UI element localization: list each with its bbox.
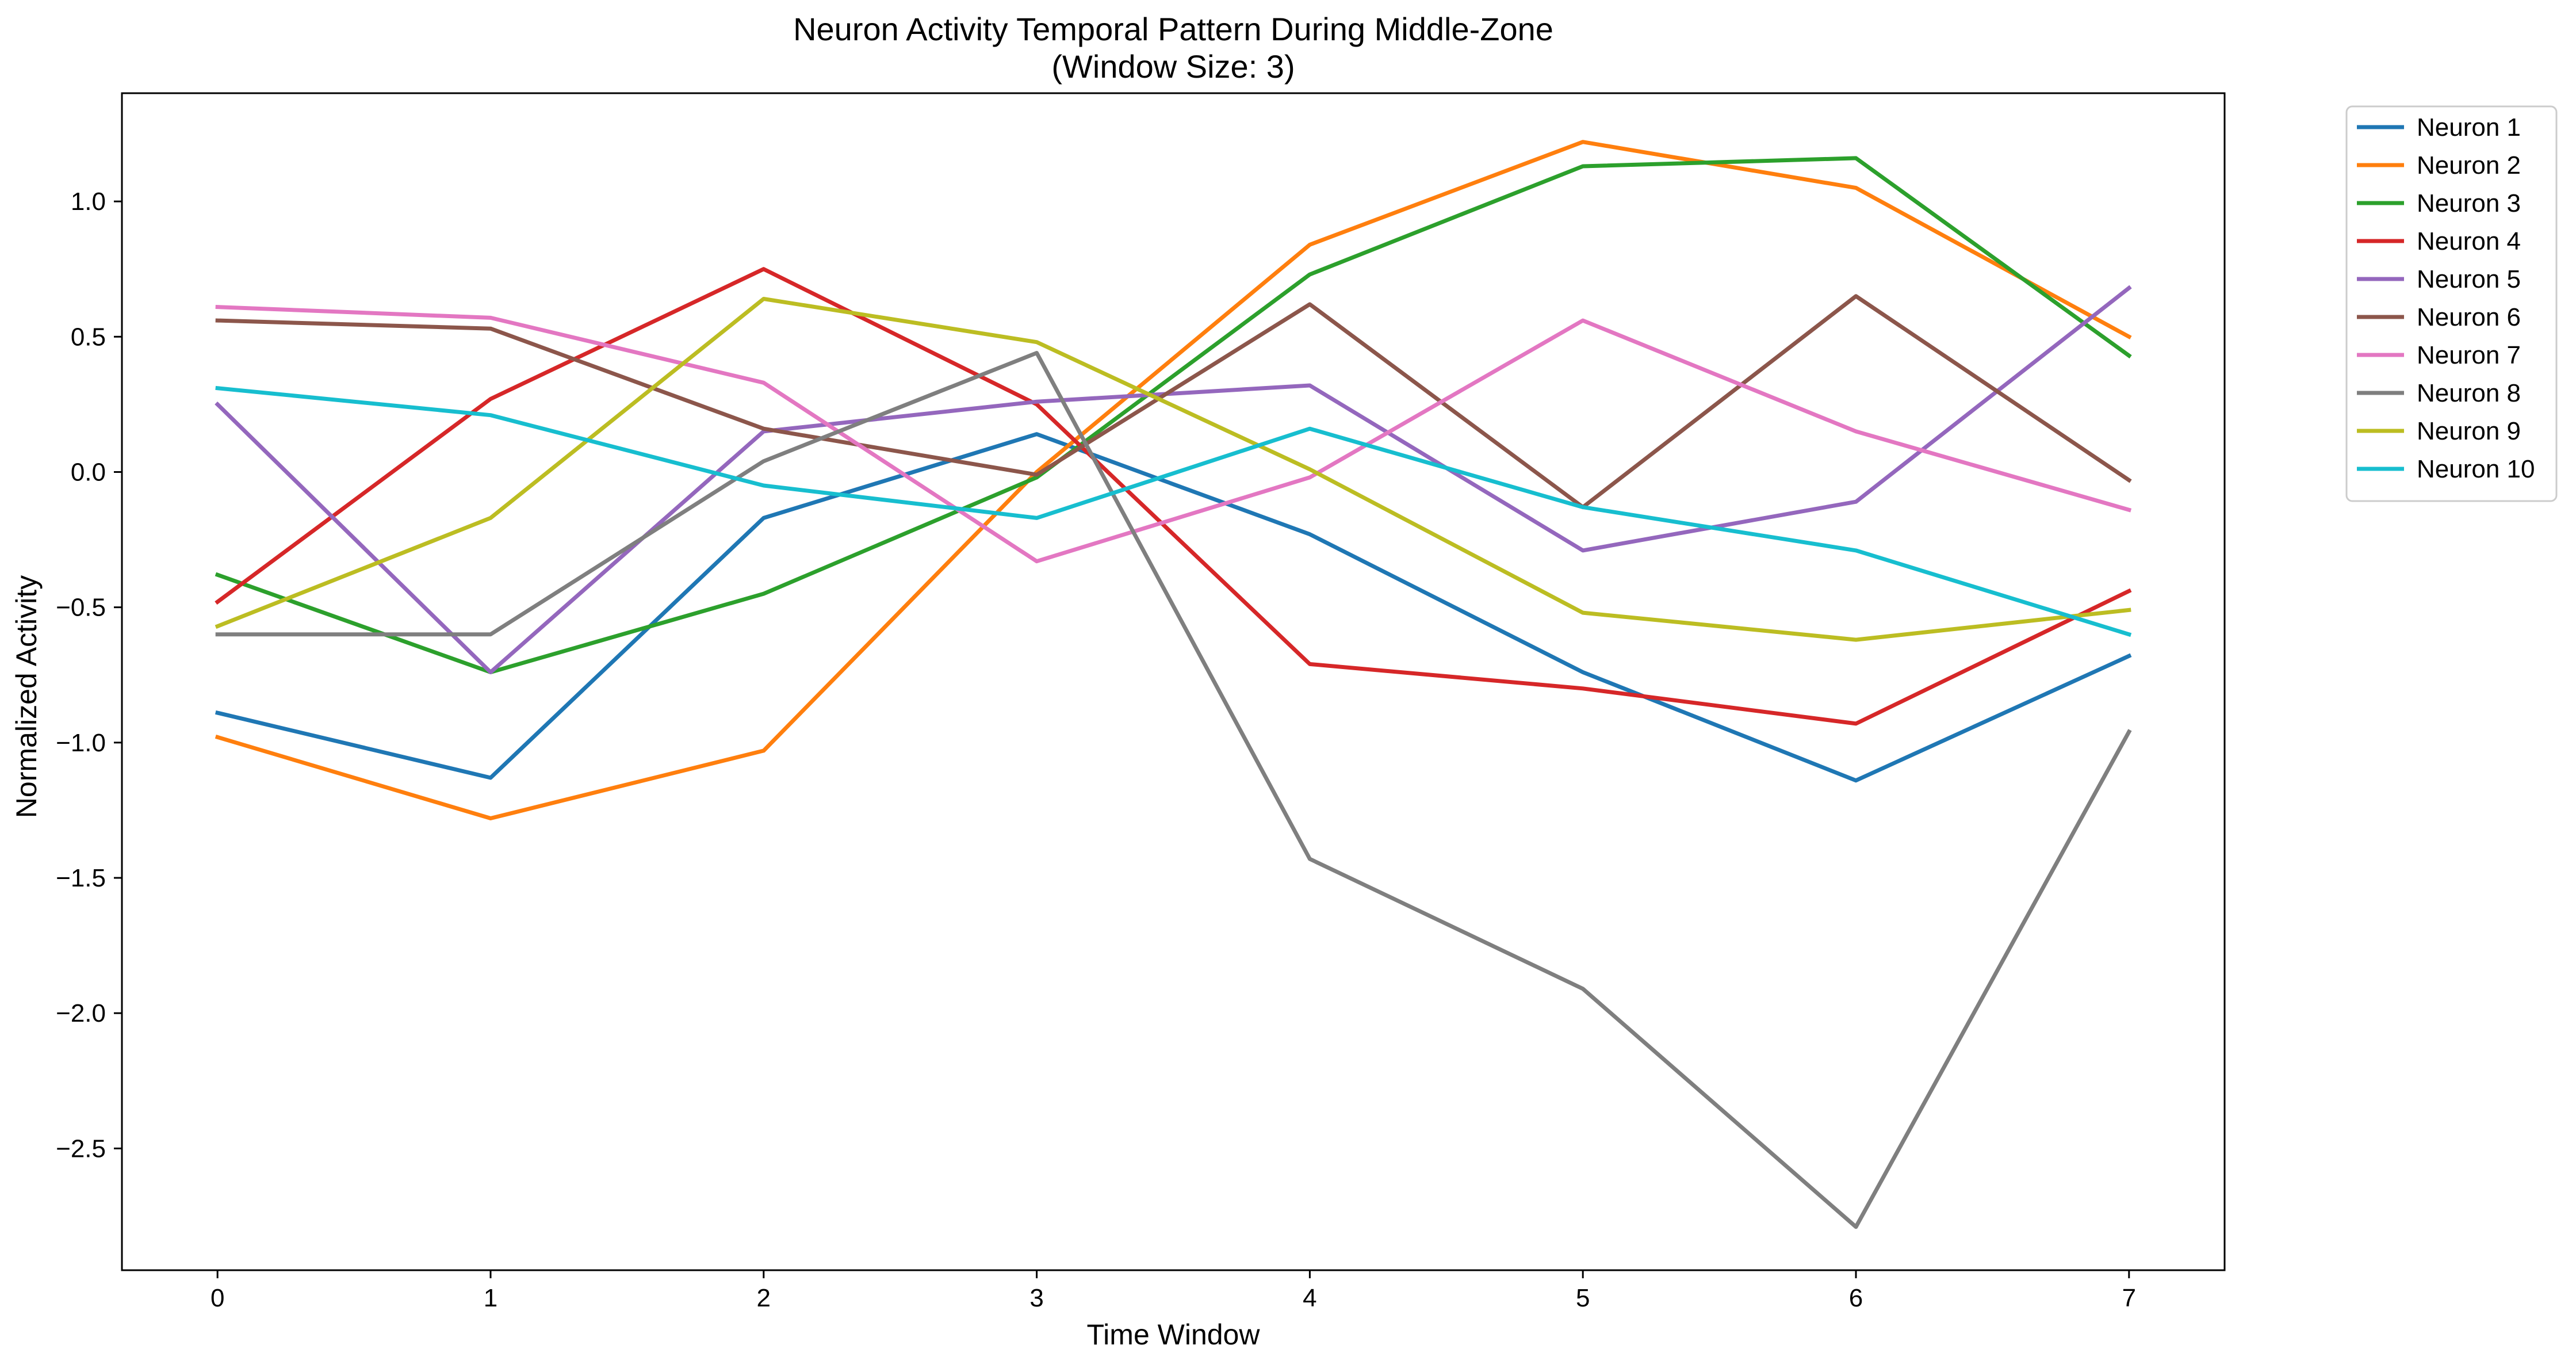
legend-label: Neuron 1 [2417,113,2521,142]
legend-label: Neuron 9 [2417,417,2521,445]
y-tick-label: −2.0 [56,999,106,1027]
plot-frame [121,92,2226,1271]
axes: 0 1 2 3 4 5 6 7 1.0 0.5 0.0 −0.5 −1.0 −1.5 −2.0 −2.5 [56,92,2226,1312]
y-axis-label: Normalized Activity [10,575,43,818]
legend-label: Neuron 6 [2417,303,2521,331]
legend-label: Neuron 5 [2417,265,2521,293]
x-tick-label: 6 [1849,1284,1863,1312]
series-line-neuron-4 [215,267,2132,726]
x-tick-label: 5 [1576,1284,1590,1312]
plot-area [215,140,2132,1229]
series-line-neuron-1 [215,432,2132,783]
y-tick-label: −1.0 [56,729,106,757]
chart-subtitle: (Window Size: 3) [1051,48,1295,85]
y-tick-label: 0.5 [71,323,106,351]
x-tick-label: 3 [1029,1284,1043,1312]
x-tick-label: 2 [757,1284,771,1312]
series-line-neuron-10 [215,385,2132,637]
legend: Neuron 1 Neuron 2 Neuron 3 Neuron 4 Neuron 5… [2345,105,2558,502]
series-line-neuron-3 [215,156,2132,674]
y-tick-label: −0.5 [56,594,106,622]
y-tick-label: 1.0 [71,188,106,216]
y-tick-label: 0.0 [71,458,106,486]
x-tick-label: 4 [1303,1284,1316,1312]
series-line-neuron-8 [215,351,2132,1229]
x-tick-label: 1 [484,1284,497,1312]
legend-label: Neuron 8 [2417,379,2521,407]
series-line-neuron-2 [215,140,2132,820]
x-axis-label: Time Window [1087,1319,1261,1351]
legend-label: Neuron 3 [2417,189,2521,217]
series-line-neuron-9 [215,297,2131,642]
series-line-neuron-6 [215,294,2132,510]
x-tick-label: 0 [210,1284,224,1312]
y-tick-label: −1.5 [56,864,106,892]
legend-label: Neuron 4 [2417,227,2521,255]
x-tick-label: 7 [2122,1284,2136,1312]
legend-label: Neuron 2 [2417,151,2521,179]
series-line-neuron-7 [215,304,2132,564]
legend-label: Neuron 10 [2417,455,2535,483]
chart-title: Neuron Activity Temporal Pattern During … [793,11,1553,47]
legend-label: Neuron 7 [2417,341,2521,369]
y-tick-label: −2.5 [56,1134,106,1163]
series-line-neuron-5 [215,285,2132,674]
